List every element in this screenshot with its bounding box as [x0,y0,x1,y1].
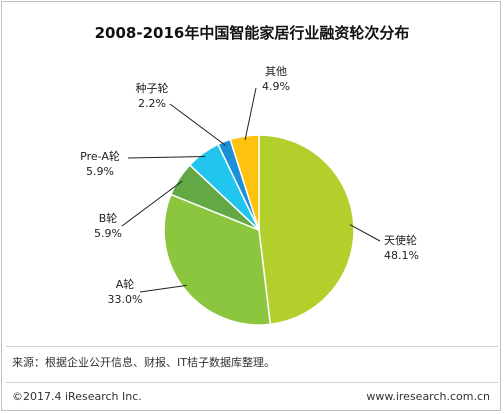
slice-value-label: 5.9% [94,227,122,240]
source-note: 来源：根据企业公开信息、财报、IT桔子数据库整理。 [12,356,275,369]
divider-top [6,346,498,347]
divider-bottom [6,382,498,383]
slice-value-label: 33.0% [108,293,143,306]
slice-label: Pre-A轮 [80,149,120,163]
slice-value-label: 4.9% [262,80,290,93]
leader-line [169,103,226,146]
slice-label: 种子轮 [136,81,169,95]
leader-line [139,284,187,293]
leader-line [349,224,381,242]
website-text: www.iresearch.com.cn [366,390,490,403]
leader-line [127,156,206,159]
leader-line [244,87,257,141]
pie-slice [258,134,355,326]
pie-slice [163,193,272,326]
slice-label: 天使轮 [384,233,417,247]
copyright-text: ©2017.4 iResearch Inc. [12,390,142,403]
slice-value-label: 48.1% [384,249,419,262]
slice-label: B轮 [99,211,118,225]
leader-line [121,180,183,227]
pie-slice [229,134,260,231]
slice-value-label: 2.2% [138,97,166,110]
chart-title: 2008-2016年中国智能家居行业融资轮次分布 [94,24,410,42]
slice-label: 其他 [265,65,287,78]
slice-value-label: 5.9% [86,165,114,178]
slice-label: A轮 [116,277,135,291]
pie-chart: 天使轮 48.1% A轮 33.0% B轮 5.9% Pre-A轮 5.9% 种子轮 2.2% 其他… [80,65,419,326]
